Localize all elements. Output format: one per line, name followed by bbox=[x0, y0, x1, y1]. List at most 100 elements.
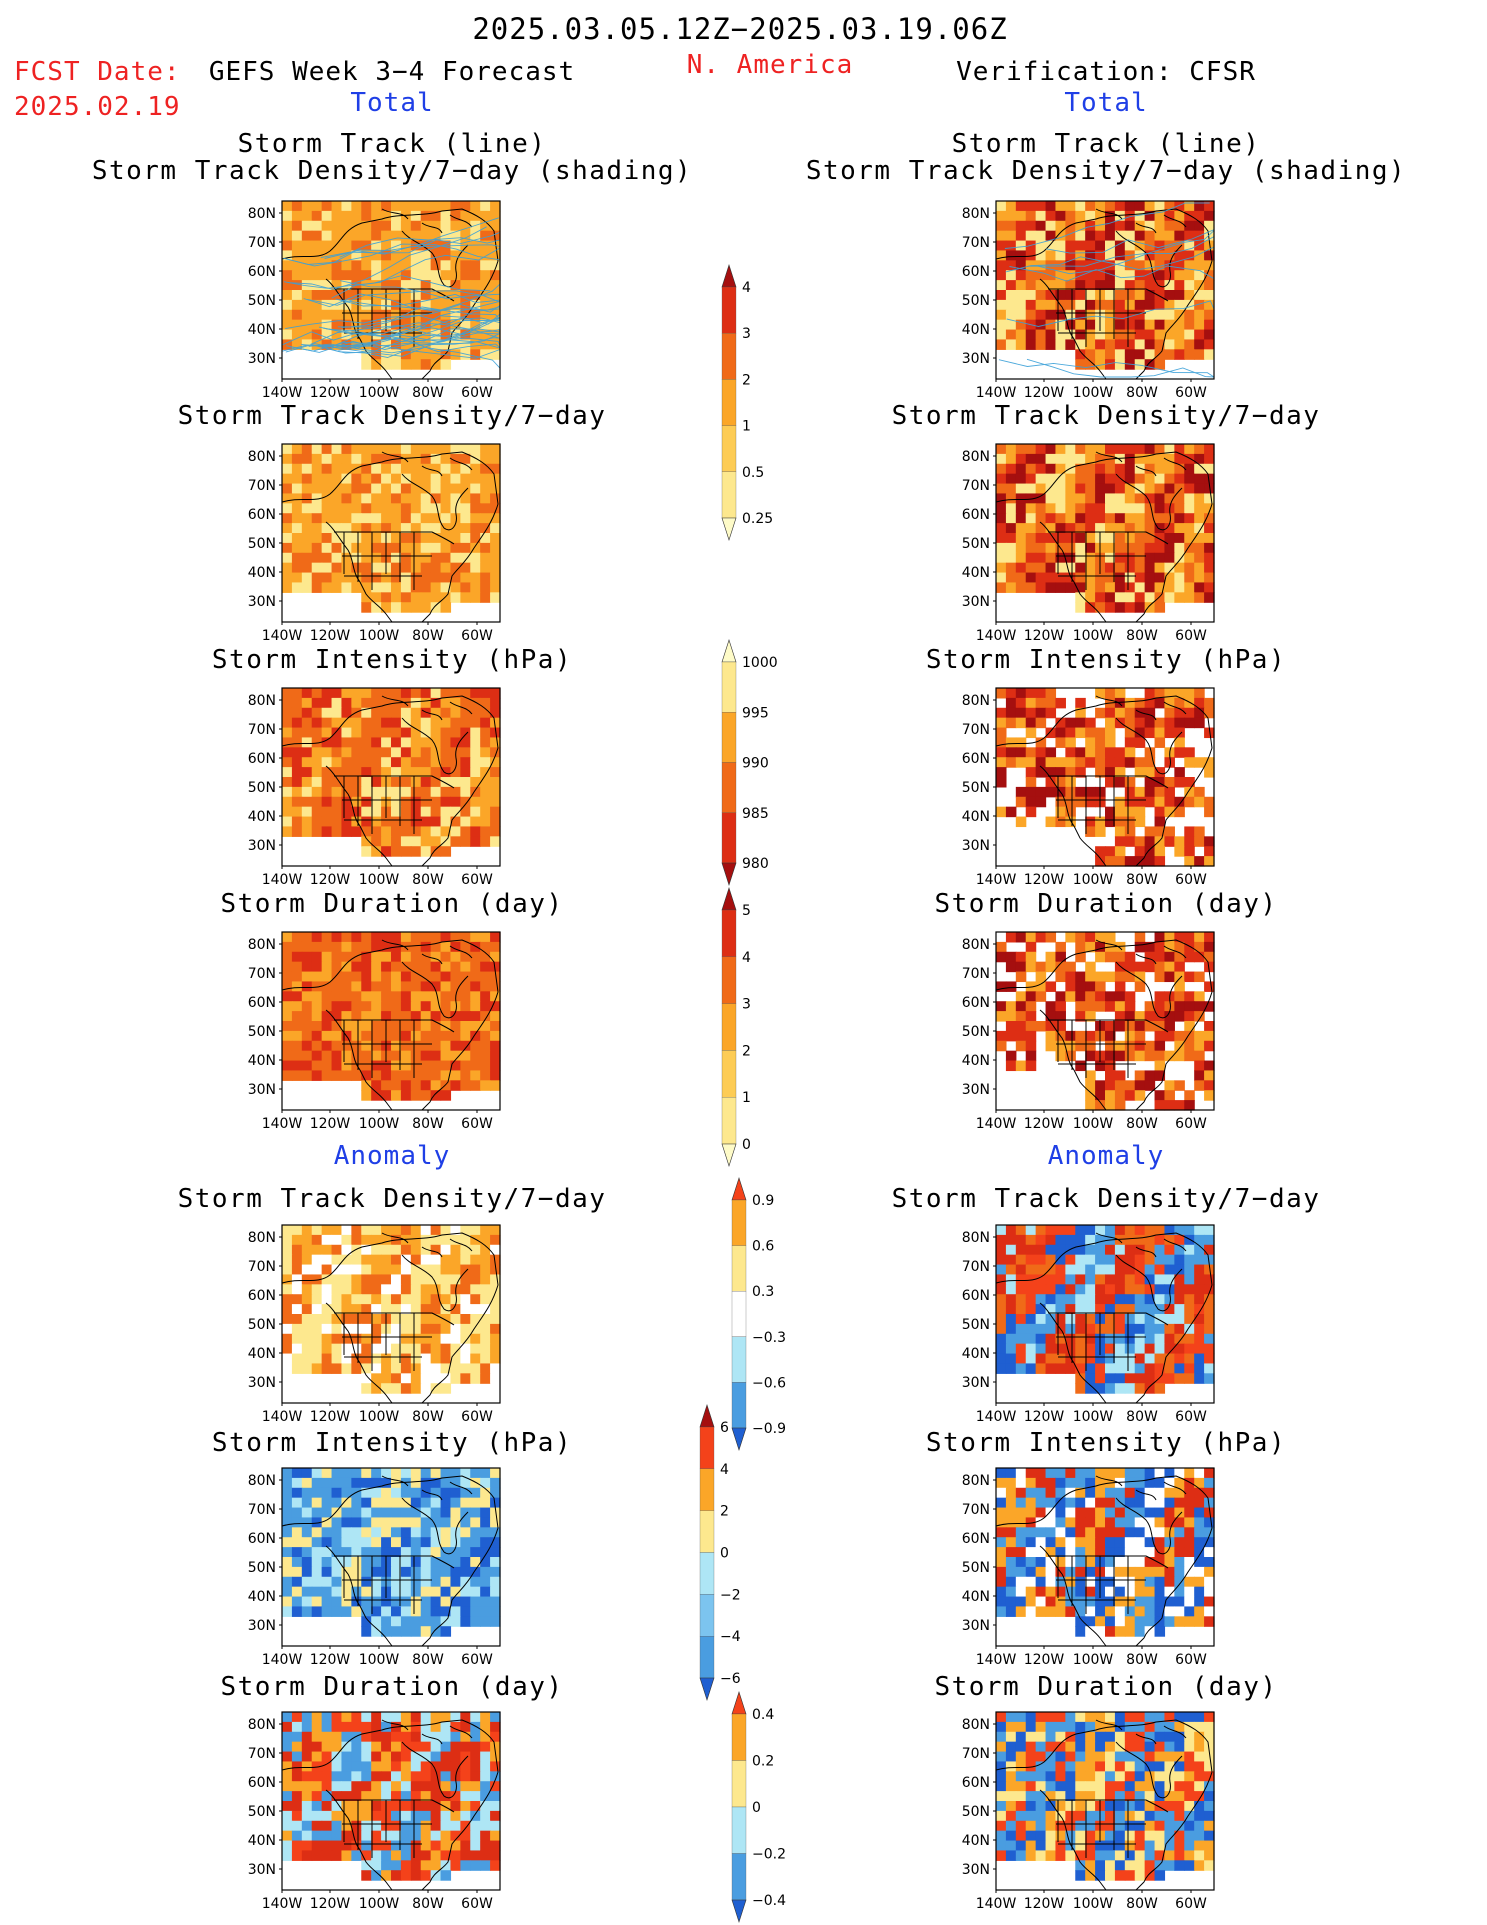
section-total-right: Total bbox=[1064, 88, 1148, 118]
lon-label: 80W bbox=[412, 1896, 444, 1912]
title-duration-right: Storm Duration (day) bbox=[934, 889, 1278, 919]
lat-label: 50N bbox=[248, 1024, 276, 1040]
colorbar-segment bbox=[731, 1806, 747, 1854]
colorbar-segment bbox=[731, 1291, 747, 1337]
lat-label: 80N bbox=[962, 693, 990, 709]
lon-label: 140W bbox=[262, 628, 303, 644]
lon-label: 100W bbox=[359, 628, 400, 644]
lat-label: 40N bbox=[962, 322, 990, 338]
lat-label: 40N bbox=[962, 809, 990, 825]
map-density-forecast-svg: 80N 70N 60N 50N 40N 30N 140W 120W 100W 80W 60W bbox=[248, 443, 501, 644]
map-density-anom-forecast: 80N 70N 60N 50N 40N 30N 140W 120W 100W 80W 60W bbox=[248, 1224, 501, 1425]
colorbar-label: 6 bbox=[720, 1420, 729, 1436]
lon-label: 120W bbox=[1024, 872, 1065, 888]
lon-label: 100W bbox=[1073, 1652, 1114, 1668]
colorbar-label: −0.3 bbox=[752, 1330, 786, 1346]
lat-label: 60N bbox=[248, 507, 276, 523]
colorbar-segment bbox=[731, 1713, 747, 1761]
lat-label: 70N bbox=[962, 478, 990, 494]
lat-label: 30N bbox=[248, 838, 276, 854]
colorbar-segment bbox=[721, 286, 737, 334]
map-density-anom-verification: 80N 70N 60N 50N 40N 30N 140W 120W 100W 80W 60W bbox=[962, 1224, 1215, 1425]
fcst-date-label: FCST Date: bbox=[14, 57, 181, 87]
period-title: 2025.03.05.12Z−2025.03.19.06Z bbox=[472, 12, 1008, 46]
colorbar-segment bbox=[731, 1199, 747, 1246]
lon-label: 60W bbox=[461, 385, 493, 401]
lat-label: 60N bbox=[962, 507, 990, 523]
lon-label: 80W bbox=[1126, 1409, 1158, 1425]
section-anomaly-left: Anomaly bbox=[333, 1141, 451, 1171]
colorbar-segment bbox=[721, 762, 737, 813]
colorbar-segment bbox=[731, 1853, 747, 1901]
colorbar-bottom-arrow bbox=[731, 1427, 747, 1451]
colorbar-segment bbox=[721, 379, 737, 426]
lat-label: 60N bbox=[248, 751, 276, 767]
lat-label: 40N bbox=[962, 1053, 990, 1069]
lat-label: 30N bbox=[962, 1618, 990, 1634]
lon-label: 140W bbox=[976, 628, 1017, 644]
colorbar-label: −0.2 bbox=[752, 1847, 786, 1863]
lon-label: 80W bbox=[1126, 1652, 1158, 1668]
colorbar-duration_anom-svg: 0.4 0.2 0 −0.2 −0.4 bbox=[731, 1691, 786, 1923]
lon-label: 120W bbox=[1024, 1652, 1065, 1668]
lat-label: 50N bbox=[248, 780, 276, 796]
lat-label: 80N bbox=[248, 206, 276, 222]
lat-label: 80N bbox=[248, 693, 276, 709]
lon-label: 120W bbox=[1024, 385, 1065, 401]
title-density-anom-left: Storm Track Density/7−day bbox=[177, 1184, 607, 1214]
lon-label: 60W bbox=[461, 628, 493, 644]
colorbar-duration_anom: 0.4 0.2 0 −0.2 −0.4 bbox=[731, 1691, 802, 1923]
title-intensity-anom-right: Storm Intensity (hPa) bbox=[925, 1428, 1287, 1458]
map-duration-verification: 80N 70N 60N 50N 40N 30N 140W 120W 100W 80W 60W bbox=[962, 931, 1215, 1132]
title-storm-track-line1: Storm Track (line) bbox=[237, 129, 547, 159]
lat-label: 30N bbox=[962, 1375, 990, 1391]
colorbar-label: 0.4 bbox=[752, 1707, 774, 1723]
colorbar-label: 0.6 bbox=[752, 1239, 774, 1255]
map-intensity-anom-forecast-svg: 80N 70N 60N 50N 40N 30N 140W 120W 100W 80W 60W bbox=[248, 1467, 501, 1668]
lat-label: 60N bbox=[248, 264, 276, 280]
lon-label: 60W bbox=[461, 1409, 493, 1425]
lat-label: 40N bbox=[962, 565, 990, 581]
title-storm-track-left: Storm Track (line) Storm Track Density/7… bbox=[92, 131, 692, 185]
colorbar-intensity-svg: 1000 995 990 985 980 bbox=[721, 639, 778, 886]
colorbar-label: 990 bbox=[742, 756, 769, 772]
lat-label: 70N bbox=[248, 1259, 276, 1275]
lon-label: 100W bbox=[359, 1652, 400, 1668]
colorbar-segment bbox=[731, 1760, 747, 1808]
colorbar-bottom-arrow bbox=[731, 1899, 747, 1923]
map-intensity-forecast: 80N 70N 60N 50N 40N 30N 140W 120W 100W 80W 60W bbox=[248, 687, 501, 888]
lat-label: 30N bbox=[962, 351, 990, 367]
lat-label: 30N bbox=[248, 1618, 276, 1634]
lon-label: 60W bbox=[1175, 1116, 1207, 1132]
lat-label: 70N bbox=[962, 1259, 990, 1275]
lon-label: 140W bbox=[976, 1896, 1017, 1912]
lon-label: 80W bbox=[1126, 1896, 1158, 1912]
lat-label: 80N bbox=[962, 1717, 990, 1733]
lat-label: 30N bbox=[962, 594, 990, 610]
lon-label: 100W bbox=[359, 1409, 400, 1425]
colorbar-intensity_anom: 6 4 2 0 −2 −4 −6 bbox=[699, 1404, 770, 1701]
colorbar-bottom-arrow bbox=[721, 517, 737, 541]
lon-label: 80W bbox=[1126, 1116, 1158, 1132]
lat-label: 70N bbox=[248, 722, 276, 738]
map-density-verification-svg: 80N 70N 60N 50N 40N 30N 140W 120W 100W 80W 60W bbox=[962, 443, 1215, 644]
lat-label: 40N bbox=[248, 1346, 276, 1362]
lat-label: 50N bbox=[248, 1804, 276, 1820]
colorbar-segment bbox=[721, 956, 737, 1004]
colorbar-bottom-arrow bbox=[699, 1677, 715, 1701]
colorbar-segment bbox=[699, 1594, 715, 1637]
colorbar-segment bbox=[721, 333, 737, 380]
map-duration-anom-forecast-svg: 80N 70N 60N 50N 40N 30N 140W 120W 100W 80W 60W bbox=[248, 1711, 501, 1912]
map-intensity-anom-forecast: 80N 70N 60N 50N 40N 30N 140W 120W 100W 80W 60W bbox=[248, 1467, 501, 1668]
lon-label: 60W bbox=[461, 1652, 493, 1668]
title-duration-anom-left: Storm Duration (day) bbox=[220, 1672, 564, 1702]
lon-label: 60W bbox=[1175, 1409, 1207, 1425]
colorbar-label: 985 bbox=[742, 806, 769, 822]
lat-label: 30N bbox=[962, 838, 990, 854]
lon-label: 100W bbox=[1073, 872, 1114, 888]
lon-label: 120W bbox=[310, 1896, 351, 1912]
lon-label: 140W bbox=[976, 1116, 1017, 1132]
title-storm-track-right: Storm Track (line) Storm Track Density/7… bbox=[806, 131, 1406, 185]
lon-label: 100W bbox=[1073, 385, 1114, 401]
colorbar-segment bbox=[731, 1336, 747, 1383]
